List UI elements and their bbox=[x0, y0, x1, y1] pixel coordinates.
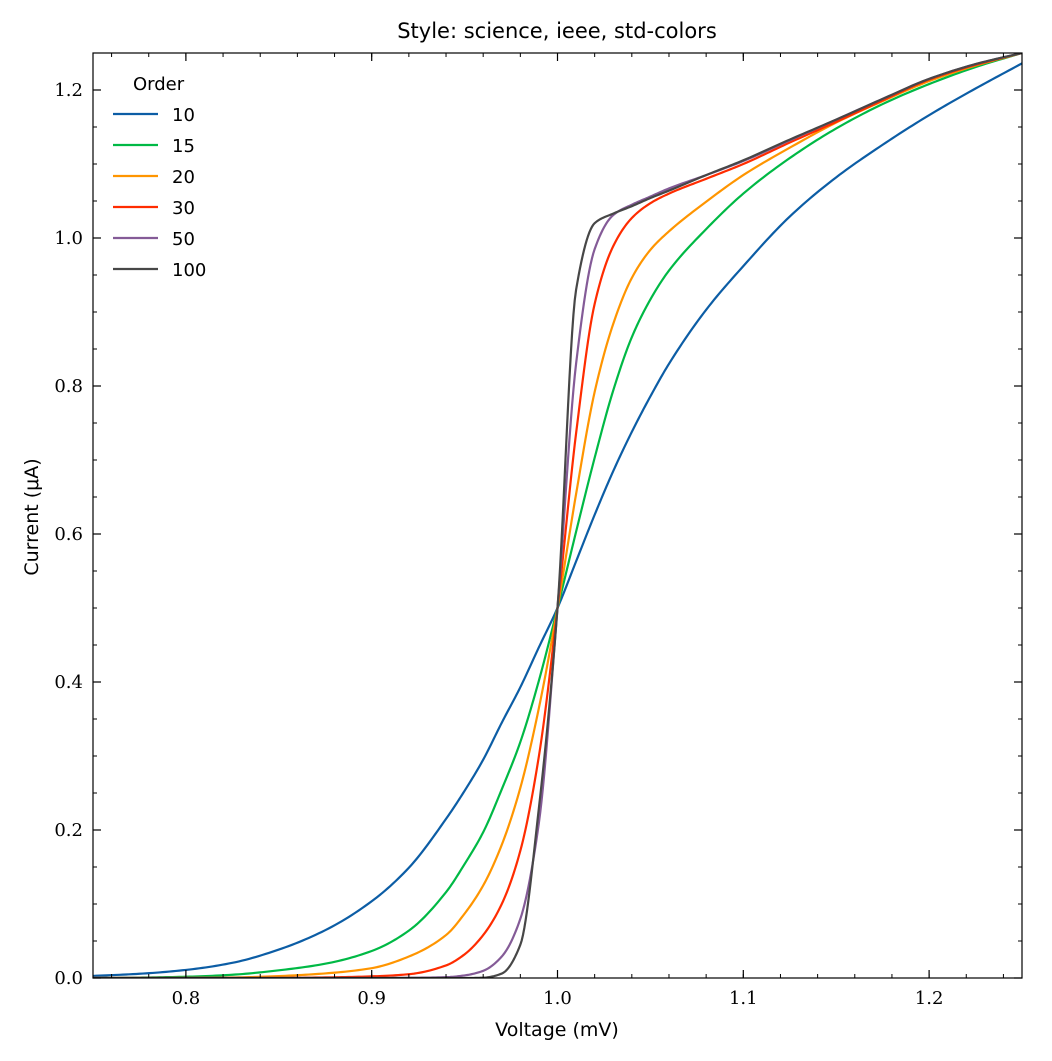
x-tick-label: 1.1 bbox=[729, 988, 758, 1009]
legend-label-15: 15 bbox=[172, 136, 195, 157]
plot-area: 0.8 0.9 1.0 1.1 1.2 0.0 0.2 0.4 0.6 0.8 1.0 1.2 bbox=[54, 52, 1023, 1009]
x-tick-label: 0.8 bbox=[172, 988, 201, 1009]
legend-title: Order bbox=[133, 74, 185, 95]
legend-label-100: 100 bbox=[172, 260, 206, 281]
legend-label-10: 10 bbox=[172, 105, 195, 126]
y-tick-label: 0.4 bbox=[54, 672, 83, 693]
x-axis-label: Voltage (mV) bbox=[495, 1019, 619, 1041]
y-tick-label: 1.2 bbox=[54, 80, 83, 101]
x-tick-label: 1.2 bbox=[915, 988, 944, 1009]
legend-label-20: 20 bbox=[172, 167, 195, 188]
x-tick-label: 0.9 bbox=[357, 988, 386, 1009]
legend-label-30: 30 bbox=[172, 198, 195, 219]
y-tick-label: 0.0 bbox=[54, 968, 83, 989]
chart-title: Style: science, ieee, std-colors bbox=[397, 19, 717, 43]
series-line-100 bbox=[93, 53, 1022, 978]
legend-label-50: 50 bbox=[172, 229, 195, 250]
y-tick-label: 0.8 bbox=[54, 376, 83, 397]
y-tick-label: 1.0 bbox=[54, 228, 83, 249]
legend: Order 10 15 20 30 50 100 bbox=[113, 74, 206, 281]
x-tick-label: 1.0 bbox=[543, 988, 572, 1009]
y-tick-label: 0.6 bbox=[54, 524, 83, 545]
y-tick-label: 0.2 bbox=[54, 820, 83, 841]
y-axis-label: Current (μA) bbox=[21, 458, 43, 575]
